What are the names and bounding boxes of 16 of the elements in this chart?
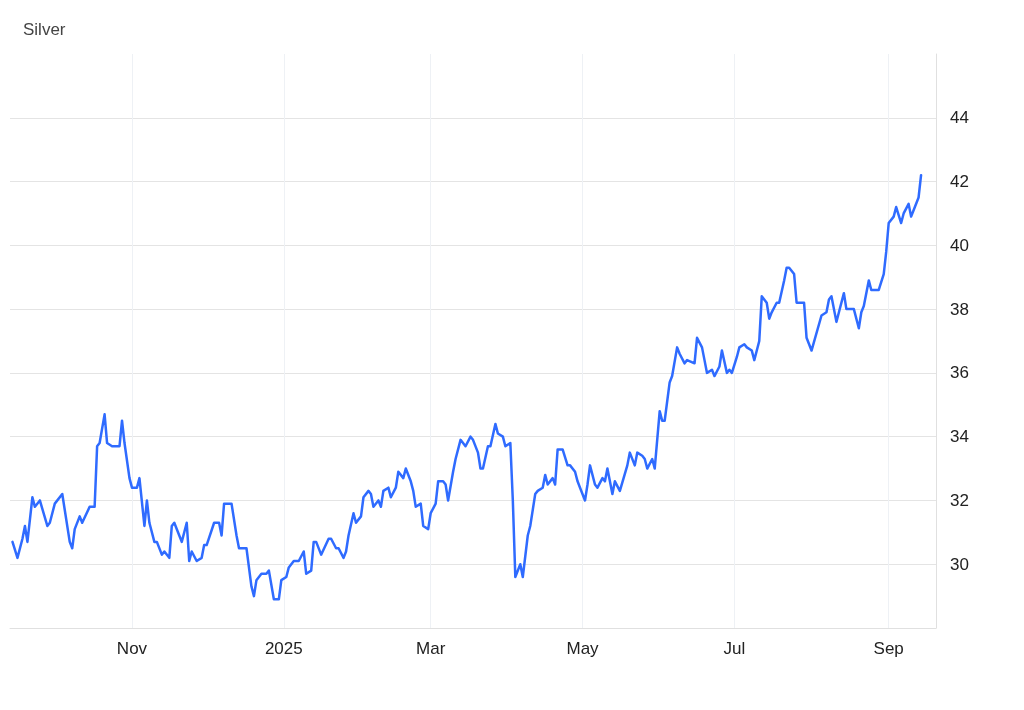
y-tick-label: 34: [950, 427, 969, 447]
y-tick-label: 44: [950, 108, 969, 128]
x-tick-label: Sep: [873, 639, 904, 658]
x-tick-label: Jul: [723, 639, 746, 658]
x-tick-label: Mar: [416, 639, 446, 658]
x-tick-label: 2025: [264, 639, 303, 658]
y-tick-label: 42: [950, 172, 969, 192]
y-tick-label: 30: [950, 554, 969, 574]
y-tick-label: 40: [950, 235, 969, 255]
line-series: [11, 173, 923, 601]
y-tick-label: 38: [950, 299, 969, 319]
y-tick-label: 36: [950, 363, 969, 383]
y-tick-label: 32: [950, 490, 969, 510]
chart-title: Silver: [23, 20, 66, 39]
x-tick-label: Nov: [116, 639, 148, 658]
x-tick-label: May: [566, 639, 600, 658]
